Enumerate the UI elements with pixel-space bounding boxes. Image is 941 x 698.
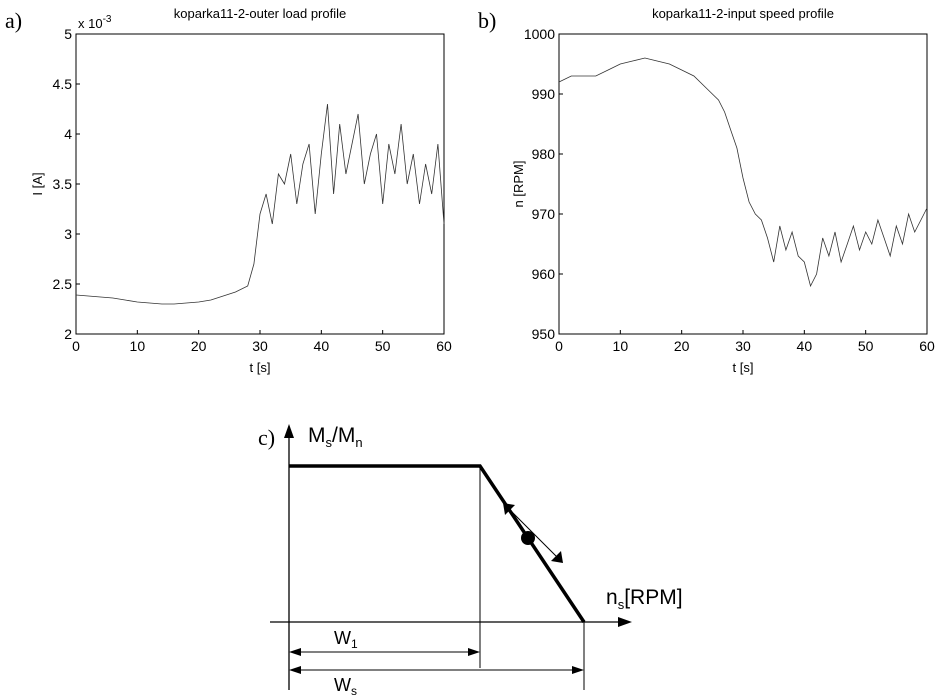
chart-b-ytick-label: 950 <box>532 326 556 342</box>
chart-b-xtick-label: 0 <box>555 338 563 354</box>
chart-b-xtick-label: 20 <box>674 338 690 354</box>
chart-b-ytick-label: 960 <box>532 266 556 282</box>
chart-a-series-line <box>75 103 445 305</box>
chart-a-xlabel: t [s] <box>250 360 271 375</box>
chart-b-series-line <box>558 57 928 288</box>
chart-b-ytick-label: 970 <box>532 206 556 222</box>
panel-b-letter: b) <box>478 8 496 33</box>
chart-a-ylabel: I [A] <box>30 172 45 195</box>
chart-a-title: koparka11-2-outer load profile <box>174 6 346 21</box>
diagram-c-w1-arrowhead-left <box>289 648 301 656</box>
chart-a-xtick-label: 60 <box>436 338 452 354</box>
diagram-c-ws-arrowhead-left <box>289 666 301 674</box>
chart-b-xtick-label: 50 <box>858 338 874 354</box>
panel-c-letter: c) <box>258 425 275 450</box>
chart-b: koparka11-2-input speed profile n [RPM] … <box>511 6 935 375</box>
chart-a-xtick-label: 20 <box>191 338 207 354</box>
chart-b-ylabel: n [RPM] <box>511 161 526 208</box>
chart-a-xtick-label: 50 <box>375 338 391 354</box>
diagram-c-xlabel: ns[RPM] <box>606 586 683 612</box>
chart-b-title: koparka11-2-input speed profile <box>652 6 834 21</box>
chart-a-xtick-label: 0 <box>72 338 80 354</box>
panel-a-letter: a) <box>5 8 22 33</box>
chart-a-frame <box>75 33 445 335</box>
diagram-c: Ms/Mn ns[RPM] W1 Ws <box>270 424 683 698</box>
chart-b-ytick-label: 980 <box>532 146 556 162</box>
chart-a-ytick-label: 3.5 <box>53 176 73 192</box>
diagram-c-characteristic-curve <box>289 464 586 623</box>
chart-a-xtick-label: 10 <box>130 338 146 354</box>
chart-b-xtick-label: 40 <box>797 338 813 354</box>
diagram-c-vertical-axis-arrowhead <box>284 424 294 438</box>
diagram-c-w1-arrowhead-right <box>468 648 480 656</box>
diagram-c-horizontal-axis-arrowhead <box>618 617 632 627</box>
chart-a-xtick-label: 30 <box>252 338 268 354</box>
chart-a-ytick-label: 4.5 <box>53 76 73 92</box>
chart-b-xtick-label: 60 <box>919 338 935 354</box>
chart-b-ytick-label: 990 <box>532 86 556 102</box>
diagram-c-ylabel: Ms/Mn <box>308 424 363 450</box>
chart-a-ytick-label: 2.5 <box>53 276 73 292</box>
chart-a-xtick-label: 40 <box>314 338 330 354</box>
diagram-c-operating-point <box>521 531 535 545</box>
diagram-c-slope-arrowhead-up <box>503 503 515 515</box>
diagram-c-slope-double-arrow <box>506 506 560 560</box>
chart-a-exponent-label: x 10-3 <box>78 14 112 31</box>
chart-b-frame <box>558 33 928 335</box>
chart-b-ytick-label: 1000 <box>524 26 555 42</box>
chart-b-xtick-label: 10 <box>613 338 629 354</box>
diagram-c-ws-arrowhead-right <box>572 666 584 674</box>
chart-a-ytick-label: 2 <box>64 326 72 342</box>
diagram-c-ws-label: Ws <box>334 675 357 698</box>
chart-a-ytick-label: 4 <box>64 126 72 142</box>
chart-a-ytick-label: 3 <box>64 226 72 242</box>
chart-a-ytick-label: 5 <box>64 26 72 42</box>
chart-b-xlabel: t [s] <box>733 360 754 375</box>
chart-a: koparka11-2-outer load profile x 10-3 I … <box>30 6 452 375</box>
diagram-c-w1-label: W1 <box>334 628 358 651</box>
chart-b-xtick-label: 30 <box>735 338 751 354</box>
diagram-c-slope-arrowhead-down <box>551 551 563 563</box>
